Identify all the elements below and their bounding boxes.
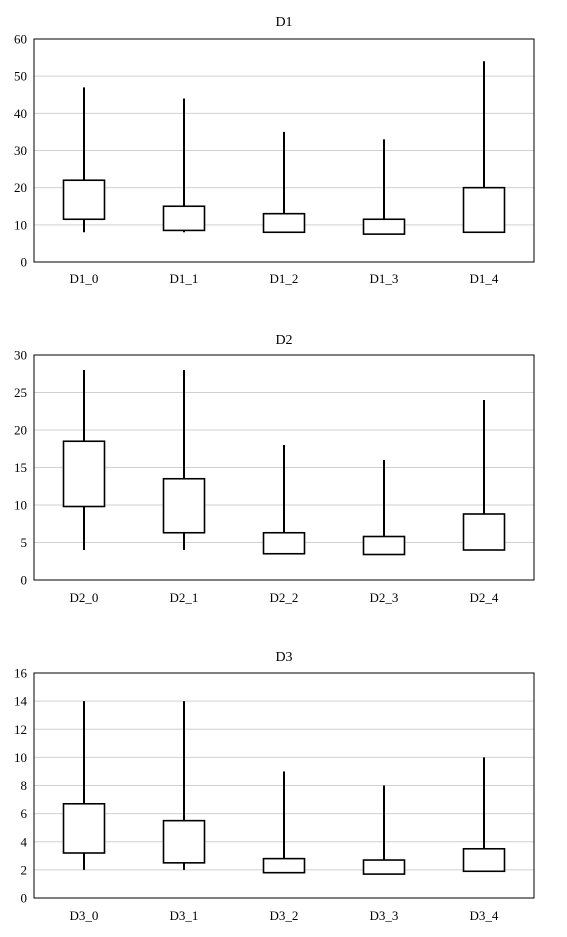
x-category-label: D3_0 <box>70 908 99 923</box>
y-tick-label: 30 <box>14 143 27 158</box>
box-iqr <box>162 205 206 232</box>
chart-3: D3 0 2 4 6 8 10 12 14 16 D3_0 D3_1 D3_2 D3_3 D3_4 <box>14 650 535 923</box>
y-tick-label: 8 <box>21 778 28 793</box>
chart-2: D2 0 5 10 15 20 25 30 D2_0 D2_1 D2_2 D2_3 D2_4 <box>14 333 535 605</box>
x-category-label: D2_1 <box>170 590 199 605</box>
x-category-label: D1_1 <box>170 271 199 286</box>
y-tick-label: 10 <box>14 217 27 232</box>
y-tick-label: 12 <box>14 722 27 737</box>
x-category-label: D3_1 <box>170 908 199 923</box>
y-tick-label: 50 <box>14 69 27 84</box>
box-iqr <box>62 440 106 508</box>
y-tick-label: 2 <box>21 862 28 877</box>
chart-title: D3 <box>275 650 292 665</box>
plot-area-frame <box>33 354 535 581</box>
y-tick-label: 0 <box>21 573 28 588</box>
box-iqr <box>462 513 506 551</box>
y-tick-label: 4 <box>21 834 28 849</box>
y-tick-label: 0 <box>21 255 28 270</box>
y-tick-label: 30 <box>14 348 27 363</box>
box-iqr <box>362 218 406 235</box>
box-iqr <box>262 857 306 874</box>
x-category-label: D1_0 <box>70 271 99 286</box>
y-tick-label: 6 <box>21 806 28 821</box>
box-iqr <box>362 859 406 875</box>
x-category-label: D2_2 <box>270 590 299 605</box>
y-tick-label: 16 <box>14 666 28 681</box>
y-tick-label: 20 <box>14 180 27 195</box>
x-category-label: D3_4 <box>470 908 499 923</box>
y-tick-label: 0 <box>21 891 28 906</box>
chart-1: D1 0 10 20 30 40 50 60 D1_0 D1_1 D1_2 D1_3 D1_4 <box>14 15 535 286</box>
y-tick-label: 10 <box>14 498 27 513</box>
x-category-label: D2_3 <box>370 590 399 605</box>
x-category-label: D2_0 <box>70 590 99 605</box>
y-tick-label: 10 <box>14 750 27 765</box>
box-iqr <box>462 847 506 873</box>
box-iqr <box>462 186 506 234</box>
x-category-label: D2_4 <box>470 590 499 605</box>
box-iqr <box>62 179 106 221</box>
box-iqr <box>162 819 206 864</box>
x-category-label: D3_3 <box>370 908 399 923</box>
y-tick-label: 60 <box>14 32 27 47</box>
x-category-label: D1_2 <box>270 271 299 286</box>
box-iqr <box>62 802 106 854</box>
x-category-label: D3_2 <box>270 908 299 923</box>
box-iqr <box>362 535 406 556</box>
y-tick-label: 14 <box>14 694 28 709</box>
x-category-label: D1_3 <box>370 271 399 286</box>
y-tick-label: 5 <box>21 535 28 550</box>
box-iqr <box>262 531 306 555</box>
y-tick-label: 15 <box>14 460 27 475</box>
box-iqr <box>262 212 306 234</box>
x-category-label: D1_4 <box>470 271 499 286</box>
box-iqr <box>162 477 206 534</box>
y-tick-label: 20 <box>14 423 27 438</box>
y-tick-label: 40 <box>14 106 27 121</box>
y-tick-label: 25 <box>14 385 27 400</box>
chart-title: D2 <box>275 333 292 348</box>
chart-title: D1 <box>275 15 292 30</box>
plot-area-frame <box>33 672 535 899</box>
plot-area-frame <box>33 38 535 263</box>
